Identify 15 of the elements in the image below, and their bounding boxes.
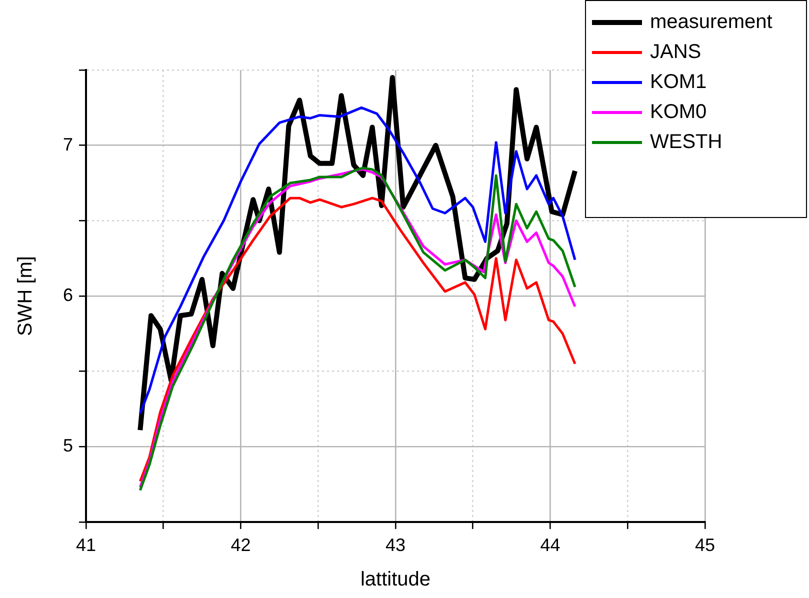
x-tick-label: 42	[230, 534, 251, 555]
x-axis-title: lattitude	[360, 568, 431, 591]
legend-label: KOM0	[650, 100, 707, 124]
x-tick-label: 41	[76, 534, 96, 555]
y-tick-label: 5	[62, 436, 73, 456]
y-tick-label: 7	[62, 134, 73, 154]
legend-label: JANS	[650, 40, 702, 64]
legend-label: measurement	[650, 10, 772, 34]
legend-label: WESTH	[650, 130, 722, 154]
y-tick-label: 6	[62, 284, 73, 305]
y-axis-title: SWH [m]	[14, 256, 37, 336]
x-tick-label: 44	[540, 534, 560, 555]
legend-label: KOM1	[650, 70, 707, 94]
x-tick-label: 45	[694, 534, 716, 555]
x-tick-label: 43	[385, 534, 406, 555]
